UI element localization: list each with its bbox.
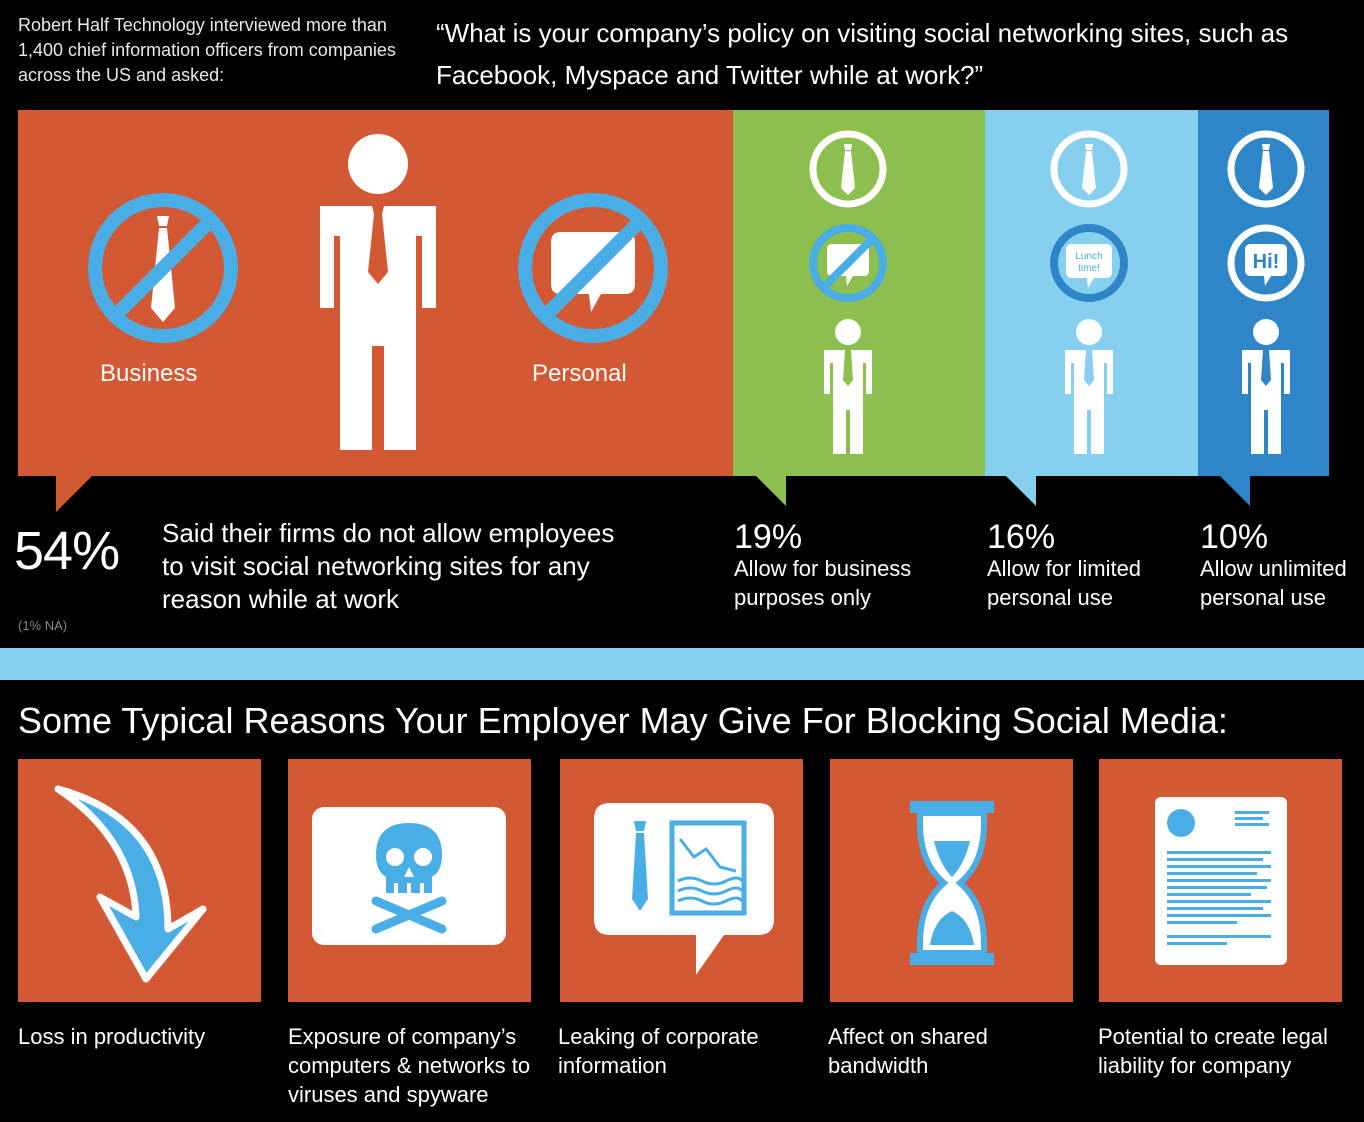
section-divider bbox=[0, 648, 1364, 680]
lunch-time-chat-icon: Lunch time! bbox=[1050, 224, 1128, 302]
no-personal-chat-icon bbox=[518, 193, 668, 343]
business-only-description: Allow for business purposes only bbox=[734, 556, 912, 610]
survey-question: “What is your company’s policy on visiti… bbox=[436, 18, 1289, 90]
reason-tile-viruses bbox=[288, 759, 531, 1002]
svg-text:Hi!: Hi! bbox=[1253, 251, 1280, 273]
unlimited-personal-description: Allow unlimited personal use bbox=[1200, 556, 1347, 610]
reason-tile-bandwidth bbox=[830, 759, 1073, 1002]
limited-personal-description: Allow for limited personal use bbox=[987, 556, 1142, 610]
reason-tile-productivity bbox=[18, 759, 261, 1002]
personal-label: Personal bbox=[532, 360, 627, 387]
person-large-icon bbox=[320, 134, 436, 450]
no-personal-small-icon bbox=[809, 224, 887, 302]
reason-caption: Potential to create legal liability for … bbox=[1098, 1024, 1328, 1078]
speech-tail-business-only bbox=[756, 476, 786, 506]
reason-tile-legal bbox=[1099, 759, 1342, 1002]
leaking-chart-speech-icon bbox=[594, 803, 774, 975]
person-small-icon bbox=[824, 319, 872, 454]
person-small-icon bbox=[1242, 319, 1290, 454]
block-all-percent: 54% bbox=[14, 521, 120, 581]
reason-caption: Affect on shared bandwidth bbox=[828, 1024, 988, 1078]
business-allowed-icon bbox=[1050, 130, 1128, 208]
reason-caption: Exposure of company’s computers & networ… bbox=[288, 1024, 531, 1107]
no-business-icon bbox=[88, 193, 238, 343]
na-note: (1% NA) bbox=[18, 618, 68, 633]
limited-personal-percent: 16% bbox=[987, 518, 1056, 556]
business-allowed-icon bbox=[1227, 130, 1305, 208]
skull-crossbones-icon bbox=[312, 807, 506, 945]
person-small-icon bbox=[1065, 319, 1113, 454]
svg-text:Lunch: Lunch bbox=[1075, 251, 1102, 262]
hourglass-icon bbox=[910, 801, 994, 965]
business-allowed-icon bbox=[809, 130, 887, 208]
hi-chat-icon: Hi! bbox=[1227, 224, 1305, 302]
reason-tile-leaking bbox=[560, 759, 803, 1002]
speech-tail-unlimited-personal bbox=[1220, 476, 1250, 506]
unlimited-personal-percent: 10% bbox=[1200, 518, 1269, 556]
business-label: Business bbox=[100, 360, 198, 387]
speech-tail-limited-personal bbox=[1006, 476, 1036, 506]
intro-text: Robert Half Technology interviewed more … bbox=[18, 15, 396, 85]
reason-caption: Loss in productivity bbox=[18, 1024, 206, 1049]
speech-tail-block-all bbox=[56, 476, 92, 512]
legal-document-icon bbox=[1155, 797, 1287, 965]
business-only-percent: 19% bbox=[734, 518, 803, 556]
down-arrow-icon bbox=[54, 785, 207, 983]
reasons-heading: Some Typical Reasons Your Employer May G… bbox=[18, 700, 1228, 741]
svg-text:time!: time! bbox=[1078, 263, 1100, 274]
block-all-description: Said their firms do not allow employees … bbox=[162, 518, 615, 614]
reason-caption: Leaking of corporate information bbox=[558, 1024, 759, 1078]
